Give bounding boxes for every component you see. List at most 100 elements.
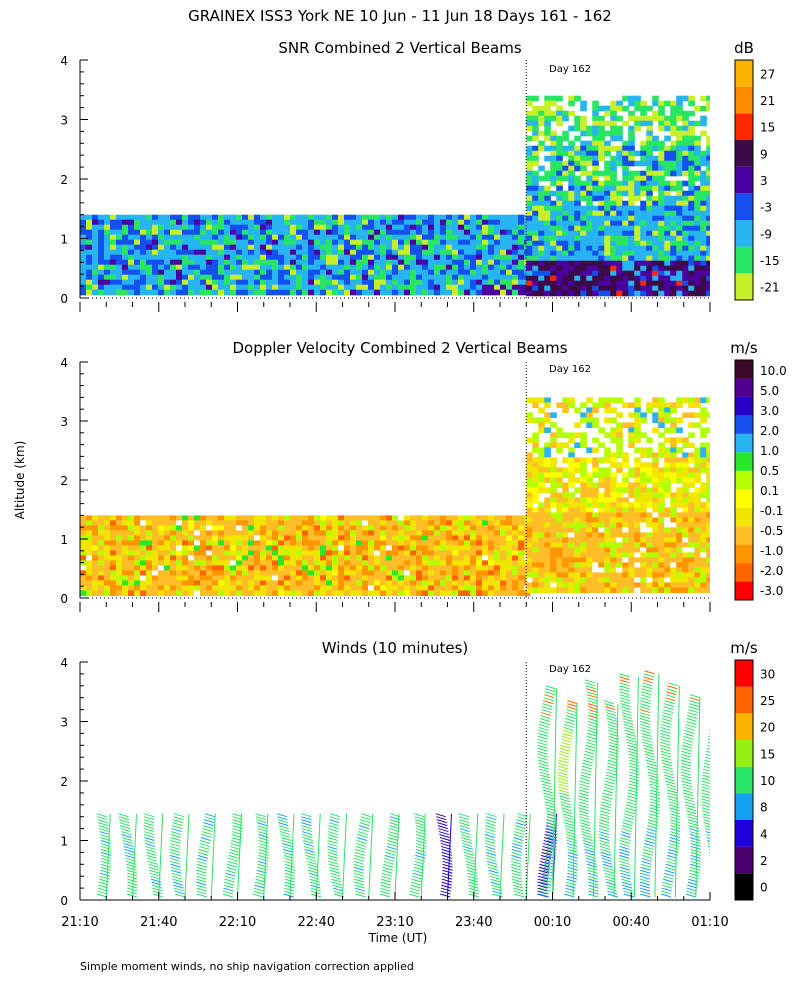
heatmap-cell	[140, 565, 147, 571]
heatmap-cell	[266, 219, 273, 226]
heatmap-cell	[416, 254, 423, 261]
heatmap-cell	[362, 239, 369, 246]
heatmap-cell	[440, 264, 447, 271]
heatmap-cell	[428, 525, 435, 531]
heatmap-cell	[700, 492, 707, 498]
heatmap-cell	[628, 220, 635, 227]
heatmap-cell	[580, 497, 587, 503]
heatmap-cell	[694, 230, 701, 237]
heatmap-cell	[200, 585, 207, 591]
heatmap-cell	[544, 240, 551, 247]
heatmap-cell	[338, 535, 345, 541]
wind-barb	[196, 887, 207, 892]
heatmap-cell	[110, 570, 117, 576]
heatmap-cell	[682, 150, 689, 157]
heatmap-cell	[616, 240, 623, 247]
heatmap-cell	[344, 530, 351, 536]
heatmap-cell	[182, 249, 189, 256]
heatmap-cell	[344, 535, 351, 541]
heatmap-cell	[86, 264, 93, 271]
heatmap-cell	[532, 562, 539, 568]
heatmap-cell	[598, 210, 605, 217]
heatmap-cell	[422, 565, 429, 571]
heatmap-cell	[670, 225, 677, 232]
heatmap-cell	[512, 565, 519, 571]
heatmap-cell	[398, 284, 405, 291]
heatmap-cell	[368, 515, 375, 521]
heatmap-cell	[140, 249, 147, 256]
heatmap-cell	[622, 462, 629, 468]
heatmap-cell	[646, 290, 653, 297]
heatmap-cell	[434, 530, 441, 536]
heatmap-cell	[562, 542, 569, 548]
heatmap-cell	[452, 284, 459, 291]
heatmap-cell	[616, 255, 623, 262]
wind-barb	[382, 869, 393, 874]
heatmap-cell	[574, 517, 581, 523]
heatmap-cell	[598, 185, 605, 192]
heatmap-cell	[260, 585, 267, 591]
heatmap-cell	[604, 220, 611, 227]
heatmap-cell	[568, 497, 575, 503]
heatmap-cell	[392, 279, 399, 286]
heatmap-cell	[562, 135, 569, 142]
heatmap-cell	[526, 532, 533, 538]
heatmap-cell	[658, 472, 665, 478]
heatmap-cell	[574, 562, 581, 568]
heatmap-cell	[134, 565, 141, 571]
heatmap-cell	[284, 259, 291, 266]
heatmap-cell	[290, 525, 297, 531]
heatmap-cell	[170, 279, 177, 286]
heatmap-cell	[248, 560, 255, 566]
heatmap-cell	[506, 520, 513, 526]
wind-barb	[173, 884, 184, 889]
heatmap-cell	[314, 284, 321, 291]
heatmap-cell	[700, 547, 707, 553]
heatmap-cell	[122, 229, 129, 236]
heatmap-cell	[176, 244, 183, 251]
heatmap-cell	[452, 590, 459, 596]
heatmap-cell	[610, 567, 617, 573]
heatmap-cell	[556, 532, 563, 538]
heatmap-cell	[224, 214, 231, 221]
heatmap-cell	[532, 397, 539, 403]
heatmap-cell	[266, 239, 273, 246]
heatmap-cell	[518, 279, 525, 286]
heatmap-cell	[506, 289, 513, 296]
heatmap-cell	[284, 254, 291, 261]
heatmap-cell	[488, 279, 495, 286]
heatmap-cell	[488, 545, 495, 551]
wind-barb	[151, 884, 163, 889]
heatmap-cell	[416, 515, 423, 521]
heatmap-cell	[586, 492, 593, 498]
heatmap-cell	[506, 540, 513, 546]
heatmap-cell	[80, 525, 87, 531]
heatmap-cell	[116, 264, 123, 271]
heatmap-cell	[476, 229, 483, 236]
heatmap-cell	[532, 522, 539, 528]
heatmap-cell	[694, 260, 701, 267]
heatmap-cell	[260, 535, 267, 541]
heatmap-cell	[320, 540, 327, 546]
heatmap-cell	[152, 279, 159, 286]
colorbar-swatch	[735, 415, 753, 434]
heatmap-cell	[422, 585, 429, 591]
heatmap-cell	[218, 244, 225, 251]
heatmap-cell	[688, 175, 695, 182]
heatmap-cell	[260, 244, 267, 251]
heatmap-cell	[610, 482, 617, 488]
heatmap-cell	[556, 185, 563, 192]
heatmap-cell	[664, 567, 671, 573]
heatmap-cell	[440, 520, 447, 526]
heatmap-cell	[302, 234, 309, 241]
heatmap-cell	[434, 269, 441, 276]
heatmap-cell	[652, 240, 659, 247]
heatmap-cell	[176, 249, 183, 256]
heatmap-cell	[628, 100, 635, 107]
heatmap-cell	[308, 555, 315, 561]
wind-barb	[411, 881, 422, 886]
heatmap-cell	[92, 214, 99, 221]
heatmap-cell	[98, 279, 105, 286]
heatmap-cell	[428, 530, 435, 536]
heatmap-cell	[248, 284, 255, 291]
